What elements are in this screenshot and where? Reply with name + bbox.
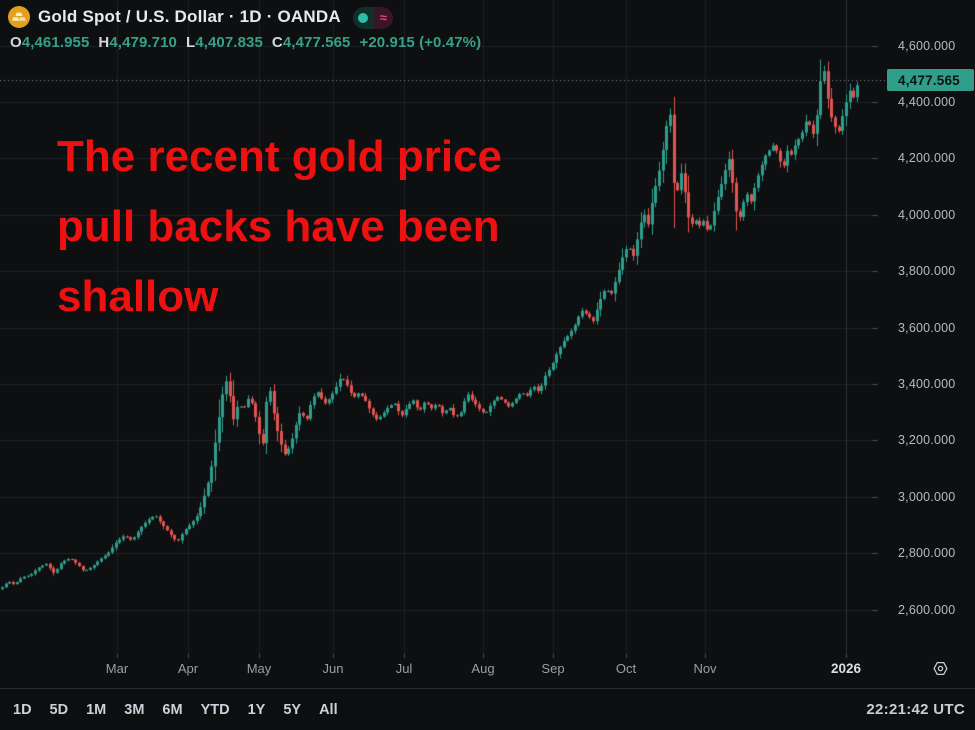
price-tick-label: 3,000.000 xyxy=(898,489,956,504)
clock-utc[interactable]: 22:21:42 UTC xyxy=(866,701,965,718)
price-tick-label: 4,200.000 xyxy=(898,151,956,166)
price-tick-label: 3,600.000 xyxy=(898,320,956,335)
range-button-5y[interactable]: 5Y xyxy=(283,701,302,718)
delayed-data-indicator: ≈ xyxy=(373,6,393,29)
market-status-toggle[interactable]: ≈ xyxy=(352,6,393,29)
time-axis-label: May xyxy=(246,661,272,676)
time-axis-label: Mar xyxy=(105,661,129,676)
time-axis-label: 2026 xyxy=(830,661,862,676)
open-value: O4,461.955 xyxy=(10,34,90,51)
price-tick-label: 3,200.000 xyxy=(898,433,956,448)
range-button-3m[interactable]: 3M xyxy=(124,701,145,718)
time-axis-label: Jul xyxy=(395,661,413,676)
price-tick-label: 2,600.000 xyxy=(898,602,956,617)
price-tick-label: 3,800.000 xyxy=(898,264,956,279)
range-button-1y[interactable]: 1Y xyxy=(247,701,266,718)
gold-bars-icon xyxy=(8,6,30,28)
text-annotation: The recent gold price pull backs have be… xyxy=(57,122,502,332)
range-button-all[interactable]: All xyxy=(319,701,338,718)
time-axis-label: Aug xyxy=(471,661,495,676)
range-button-6m[interactable]: 6M xyxy=(162,701,183,718)
ohlc-readout: O4,461.955 H4,479.710 L4,407.835 C4,477.… xyxy=(10,34,481,51)
change-value: +20.915 (+0.47%) xyxy=(359,34,482,51)
range-button-5d[interactable]: 5D xyxy=(49,701,69,718)
time-axis-label: Jun xyxy=(322,661,344,676)
time-axis-label: Sep xyxy=(541,661,565,676)
close-value: C4,477.565 xyxy=(271,34,351,51)
market-open-indicator xyxy=(352,6,374,29)
price-chart-canvas[interactable] xyxy=(0,0,975,688)
market-open-dot-icon xyxy=(358,12,369,23)
range-button-1d[interactable]: 1D xyxy=(13,701,32,718)
time-axis[interactable]: Mar Apr May Jun Jul Aug Sep Oct Nov 2026 xyxy=(0,654,878,688)
symbol-title[interactable]: Gold Spot / U.S. Dollar · 1D · OANDA xyxy=(38,7,341,26)
price-tick-label: 4,000.000 xyxy=(898,207,956,222)
time-axis-label: Oct xyxy=(615,661,637,676)
chart-header: Gold Spot / U.S. Dollar · 1D · OANDA ≈ xyxy=(0,0,975,30)
time-axis-label: Apr xyxy=(177,661,199,676)
price-tick-label: 4,600.000 xyxy=(898,38,956,53)
annotation-line: shallow xyxy=(57,272,219,321)
price-tick-label: 2,800.000 xyxy=(898,546,956,561)
price-axis[interactable]: 4,600.000 4,400.000 4,200.000 4,000.000 3,80… xyxy=(878,0,975,688)
bottom-toolbar: 1D 5D 1M 3M 6M YTD 1Y 5Y All 22:21:42 UTC xyxy=(0,688,975,730)
axis-settings-icon[interactable] xyxy=(930,658,950,678)
range-button-ytd[interactable]: YTD xyxy=(200,701,230,718)
price-tick-label: 3,400.000 xyxy=(898,376,956,391)
time-axis-label: Nov xyxy=(693,661,717,676)
range-button-1m[interactable]: 1M xyxy=(86,701,107,718)
low-value: L4,407.835 xyxy=(186,34,263,51)
price-tick-label: 4,400.000 xyxy=(898,94,956,109)
annotation-line: The recent gold price xyxy=(57,132,502,181)
high-value: H4,479.710 xyxy=(98,34,177,51)
current-price-tag: 4,477.565 xyxy=(887,69,974,92)
annotation-line: pull backs have been xyxy=(57,202,500,251)
